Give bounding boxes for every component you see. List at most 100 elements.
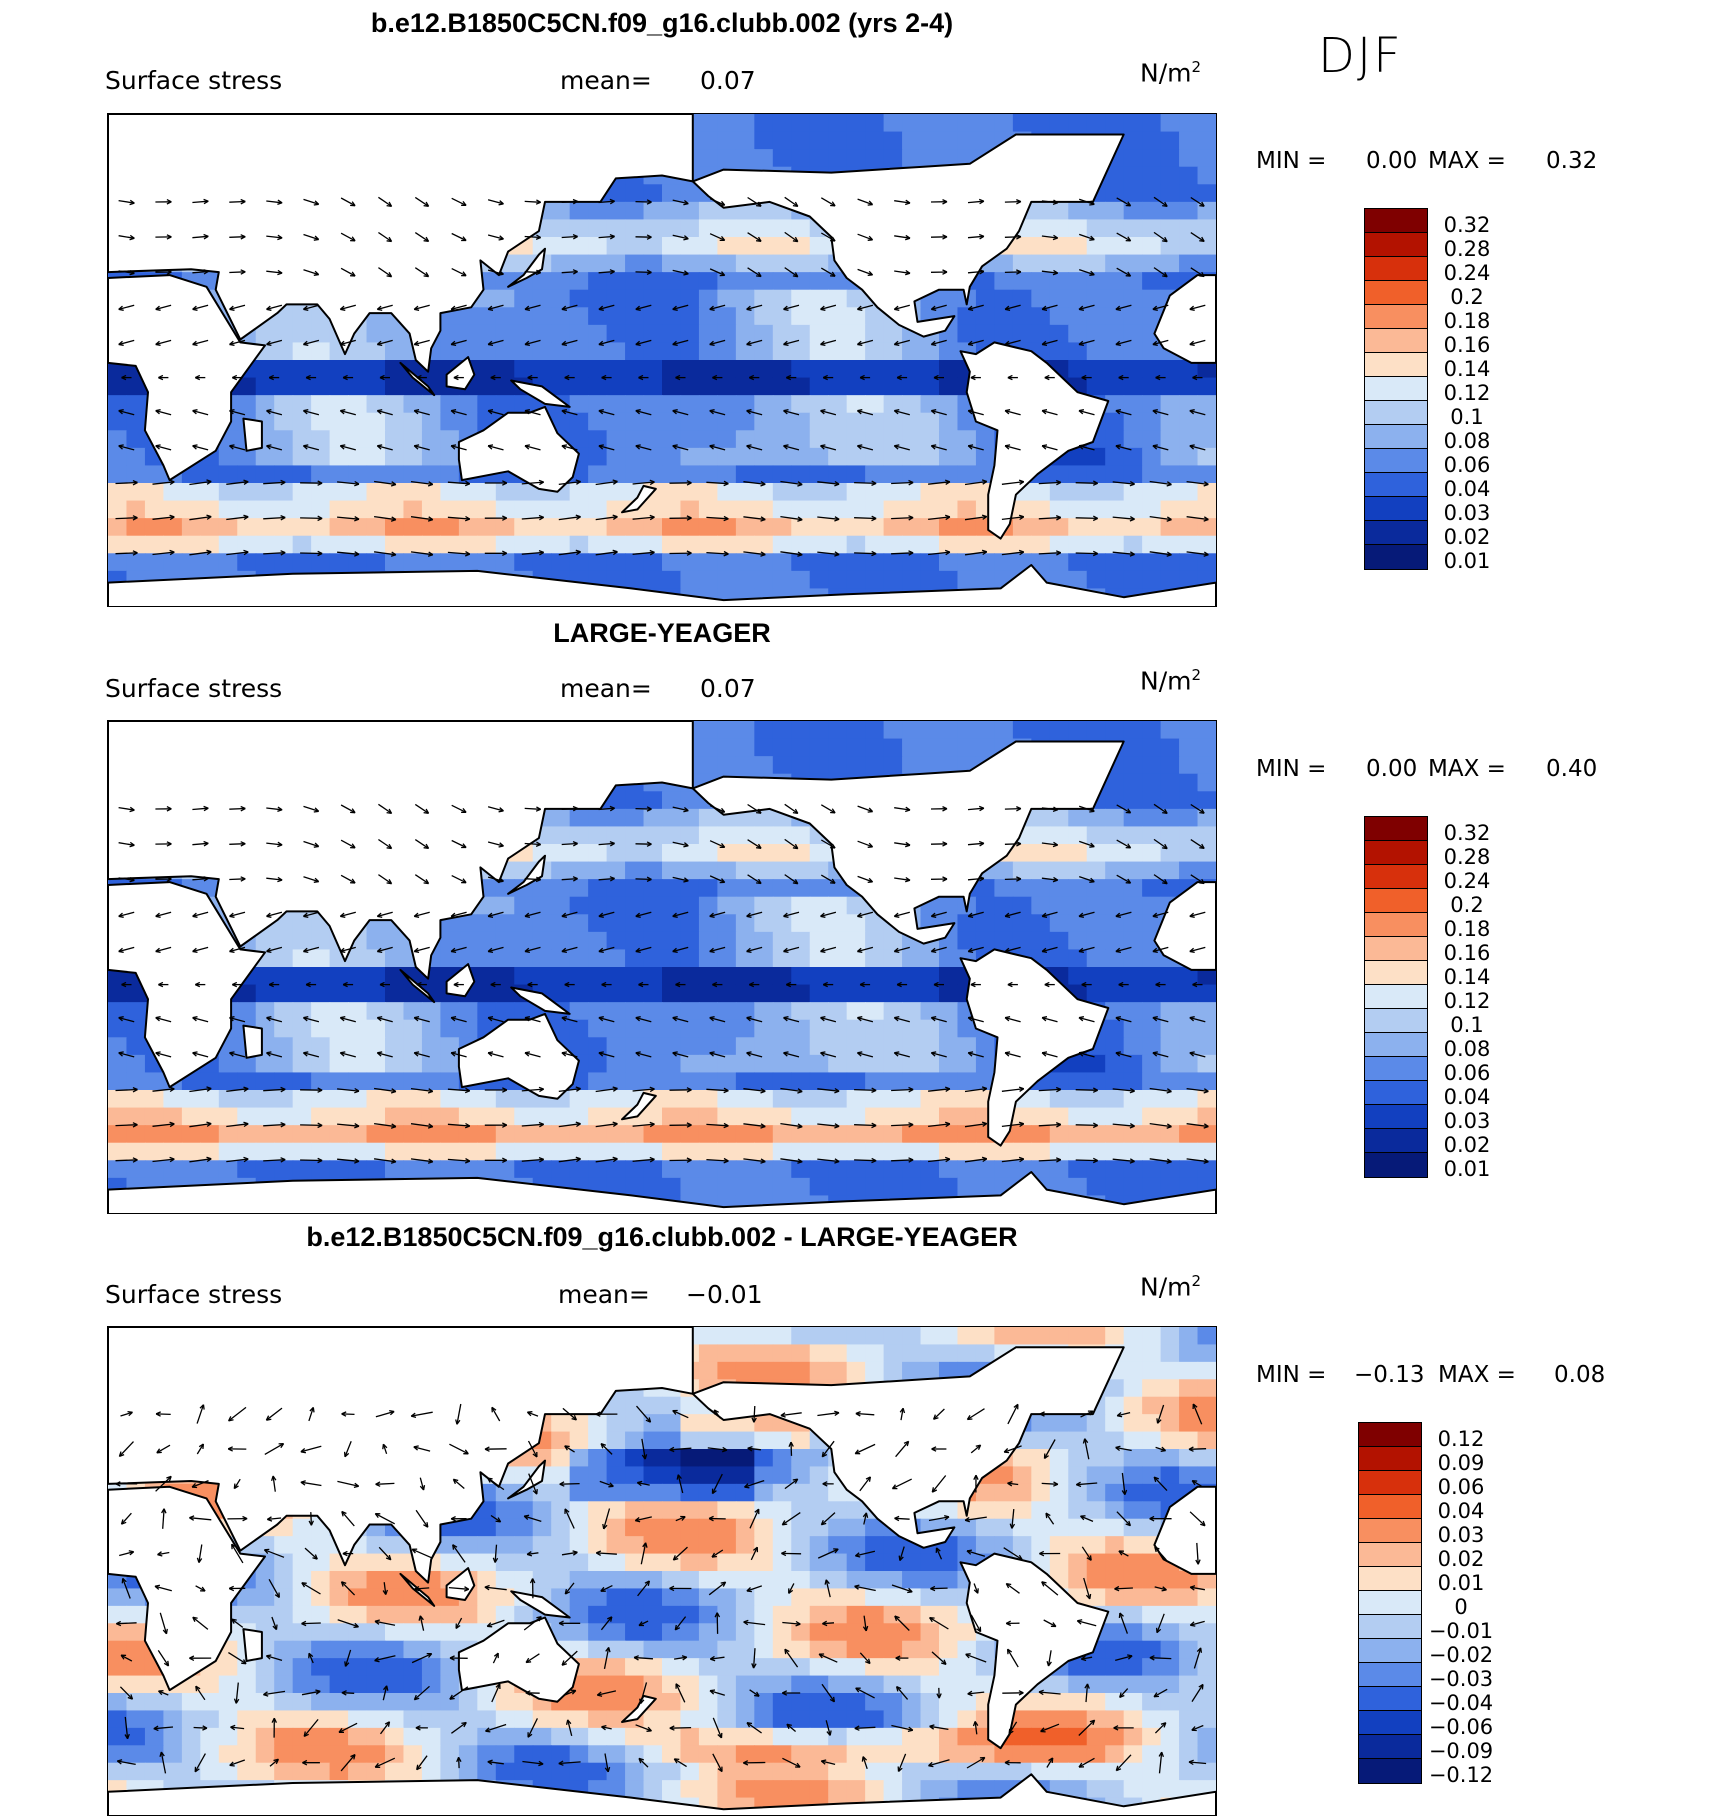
colorbar-swatch	[1365, 425, 1427, 449]
panel-1-units-exp: 2	[1191, 58, 1201, 76]
panel-3-field-label: Surface stress	[105, 1280, 282, 1309]
colorbar-tick-label: 0.2	[1432, 893, 1502, 917]
colorbar-swatch	[1359, 1759, 1421, 1783]
colorbar-tick-label: 0.2	[1432, 285, 1502, 309]
colorbar-swatch	[1359, 1495, 1421, 1519]
colorbar-swatch	[1365, 281, 1427, 305]
colorbar-tick-label: 0.02	[1426, 1547, 1496, 1571]
panel-2-field-label: Surface stress	[105, 674, 282, 703]
colorbar-tick-label: 0.14	[1432, 965, 1502, 989]
colorbar-tick-label: 0.01	[1432, 1157, 1502, 1181]
colorbar-tick-label: 0.08	[1432, 1037, 1502, 1061]
colorbar-swatch	[1359, 1519, 1421, 1543]
colorbar-swatch	[1359, 1711, 1421, 1735]
panel-2-map	[107, 720, 1217, 1214]
colorbar-tick-label: 0.16	[1432, 941, 1502, 965]
colorbar-swatch	[1365, 841, 1427, 865]
panel-3-units-base: N/m	[1140, 1272, 1191, 1301]
colorbar-swatch	[1365, 401, 1427, 425]
colorbar-swatch	[1365, 1153, 1427, 1177]
colorbar-tick-label: 0.12	[1432, 381, 1502, 405]
colorbar-tick-label: −0.01	[1426, 1619, 1496, 1643]
colorbar-tick-label: 0	[1426, 1595, 1496, 1619]
panel-3-colorbar	[1358, 1422, 1422, 1784]
colorbar-swatch	[1365, 1105, 1427, 1129]
colorbar-swatch	[1359, 1615, 1421, 1639]
colorbar-tick-label: 0.24	[1432, 261, 1502, 285]
panel-3-mean-label: mean=	[558, 1280, 650, 1309]
colorbar-tick-label: 0.02	[1432, 525, 1502, 549]
panel-1-max-value: 0.32	[1546, 148, 1597, 174]
panel-1-units-base: N/m	[1140, 58, 1191, 87]
colorbar-tick-label: 0.12	[1426, 1427, 1496, 1451]
panel-3-max-label: MAX =	[1438, 1362, 1516, 1388]
panel-3-units: N/m2	[1140, 1272, 1201, 1301]
colorbar-swatch	[1365, 329, 1427, 353]
panel-3-mean-value: −0.01	[686, 1280, 763, 1309]
colorbar-swatch	[1365, 817, 1427, 841]
colorbar-tick-label: 0.18	[1432, 309, 1502, 333]
colorbar-tick-label: −0.09	[1426, 1739, 1496, 1763]
colorbar-tick-label: 0.01	[1432, 549, 1502, 573]
panel-1-colorbar	[1364, 208, 1428, 570]
colorbar-tick-label: 0.1	[1432, 405, 1502, 429]
colorbar-tick-label: 0.24	[1432, 869, 1502, 893]
panel-2-min-value: 0.00	[1366, 756, 1417, 782]
panel-3-map	[107, 1326, 1217, 1816]
colorbar-tick-label: 0.06	[1432, 1061, 1502, 1085]
colorbar-swatch	[1365, 913, 1427, 937]
panel-2-mean-value: 0.07	[700, 674, 756, 703]
colorbar-swatch	[1365, 377, 1427, 401]
colorbar-swatch	[1359, 1471, 1421, 1495]
colorbar-tick-label: 0.12	[1432, 989, 1502, 1013]
colorbar-swatch	[1365, 1033, 1427, 1057]
colorbar-swatch	[1365, 865, 1427, 889]
panel-1-units: N/m2	[1140, 58, 1201, 87]
colorbar-swatch	[1365, 1129, 1427, 1153]
colorbar-swatch	[1359, 1423, 1421, 1447]
colorbar-tick-label: −0.02	[1426, 1643, 1496, 1667]
colorbar-tick-label: −0.06	[1426, 1715, 1496, 1739]
colorbar-swatch	[1365, 233, 1427, 257]
colorbar-tick-label: 0.03	[1426, 1523, 1496, 1547]
colorbar-swatch	[1365, 209, 1427, 233]
colorbar-tick-label: 0.04	[1432, 1085, 1502, 1109]
colorbar-swatch	[1359, 1663, 1421, 1687]
colorbar-swatch	[1359, 1735, 1421, 1759]
panel-1-map-svg	[108, 114, 1216, 606]
panel-3-units-exp: 2	[1191, 1272, 1201, 1290]
panel-3-max-value: 0.08	[1554, 1362, 1605, 1388]
colorbar-tick-label: 0.06	[1426, 1475, 1496, 1499]
colorbar-swatch	[1365, 449, 1427, 473]
colorbar-swatch	[1365, 889, 1427, 913]
panel-2-units-exp: 2	[1191, 666, 1201, 684]
colorbar-tick-label: 0.28	[1432, 237, 1502, 261]
panel-1-min-label: MIN =	[1256, 148, 1326, 174]
colorbar-tick-label: 0.32	[1432, 213, 1502, 237]
colorbar-tick-label: 0.03	[1432, 1109, 1502, 1133]
panel-3-min-value: −0.13	[1354, 1362, 1424, 1388]
panel-2-units-base: N/m	[1140, 666, 1191, 695]
colorbar-swatch	[1365, 305, 1427, 329]
colorbar-swatch	[1365, 353, 1427, 377]
colorbar-tick-label: 0.28	[1432, 845, 1502, 869]
colorbar-tick-label: 0.02	[1432, 1133, 1502, 1157]
panel-2-map-svg	[108, 721, 1216, 1213]
colorbar-swatch	[1365, 1057, 1427, 1081]
colorbar-tick-label: 0.01	[1426, 1571, 1496, 1595]
panel-2-max-label: MAX =	[1428, 756, 1506, 782]
colorbar-swatch	[1365, 497, 1427, 521]
panel-1-min-value: 0.00	[1366, 148, 1417, 174]
colorbar-tick-label: 0.03	[1432, 501, 1502, 525]
colorbar-swatch	[1365, 985, 1427, 1009]
colorbar-swatch	[1359, 1591, 1421, 1615]
panel-2-colorbar	[1364, 816, 1428, 1178]
panel-2-units: N/m2	[1140, 666, 1201, 695]
panel-3-min-label: MIN =	[1256, 1362, 1326, 1388]
colorbar-swatch	[1365, 257, 1427, 281]
panel-2-min-label: MIN =	[1256, 756, 1326, 782]
colorbar-swatch	[1365, 521, 1427, 545]
colorbar-tick-label: 0.09	[1426, 1451, 1496, 1475]
colorbar-tick-label: 0.16	[1432, 333, 1502, 357]
colorbar-tick-label: 0.18	[1432, 917, 1502, 941]
